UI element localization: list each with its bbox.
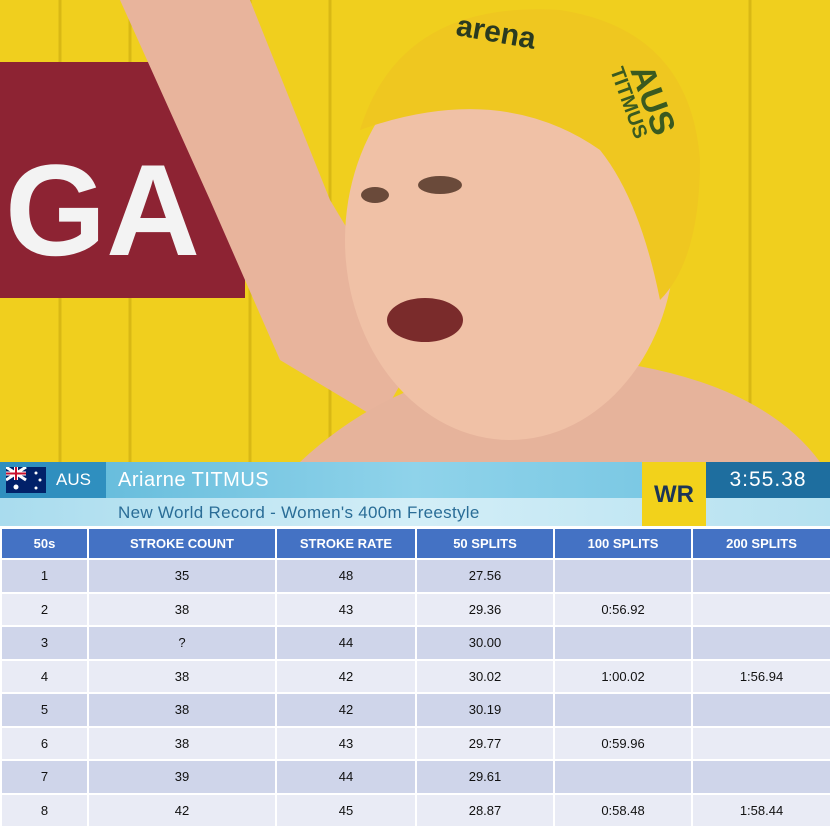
table-cell: 1:00.02 [553, 658, 693, 694]
table-cell: 38 [87, 658, 277, 694]
table-cell [691, 591, 830, 627]
subtitle: New World Record - Women's 400m Freestyl… [118, 503, 480, 522]
table-cell: 38 [87, 725, 277, 761]
table-cell: 43 [275, 591, 417, 627]
table-cell: 39 [87, 759, 277, 795]
table-cell [691, 558, 830, 594]
table-cell: 42 [87, 792, 277, 828]
arm [120, 0, 420, 420]
splits-table: 50s STROKE COUNT STROKE RATE 50 SPLITS 100 S… [0, 527, 830, 828]
column-header: STROKE RATE [275, 527, 417, 560]
table-cell [691, 725, 830, 761]
table-cell: 1:58.44 [691, 792, 830, 828]
eye [361, 187, 389, 203]
table-cell [691, 759, 830, 795]
header-row: 50s STROKE COUNT STROKE RATE 50 SPLITS 100 S… [0, 527, 830, 560]
eye [418, 176, 462, 194]
table-cell: 48 [275, 558, 417, 594]
column-header: 200 SPLITS [691, 527, 830, 560]
table-cell: 38 [87, 692, 277, 728]
banner-text: GA [5, 137, 200, 283]
table-cell [691, 625, 830, 661]
table-cell: 30.02 [415, 658, 555, 694]
mouth [387, 298, 463, 342]
table-row: 8 42 45 28.87 0:58.48 1:58.44 [0, 792, 830, 828]
table-row: 7 39 44 29.61 [0, 759, 830, 795]
table-cell [553, 558, 693, 594]
table-cell: 27.56 [415, 558, 555, 594]
table-cell: 29.36 [415, 591, 555, 627]
table-row: 3? 44 30.00 [0, 625, 830, 661]
column-header: 50s [0, 527, 89, 560]
table-cell: 35 [87, 558, 277, 594]
table-cell: 1:56.94 [691, 658, 830, 694]
table-cell: 0:58.48 [553, 792, 693, 828]
table-row: 2 38 43 29.36 0:56.92 [0, 591, 830, 627]
column-header: 50 SPLITS [415, 527, 555, 560]
column-header: 100 SPLITS [553, 527, 693, 560]
table-cell: 4 [0, 658, 89, 694]
table-cell: 44 [275, 759, 417, 795]
table-cell: ? [87, 625, 277, 661]
photo: GA arena AUS TITMUS [0, 0, 830, 462]
table-cell [553, 759, 693, 795]
table-cell: 0:59.96 [553, 725, 693, 761]
table-cell: 30.00 [415, 625, 555, 661]
table-cell [553, 625, 693, 661]
table-cell: 1 [0, 558, 89, 594]
table-row: 5 38 42 30.19 [0, 692, 830, 728]
table-cell: 45 [275, 792, 417, 828]
table-cell: 3 [0, 625, 89, 661]
table-cell [691, 692, 830, 728]
table-cell [553, 692, 693, 728]
table-cell: 43 [275, 725, 417, 761]
record-badge: WR [642, 462, 706, 526]
table-cell: 42 [275, 692, 417, 728]
cap [360, 9, 700, 301]
table-cell: 44 [275, 625, 417, 661]
table-cell: 0:56.92 [553, 591, 693, 627]
table-cell: 5 [0, 692, 89, 728]
table-cell: 6 [0, 725, 89, 761]
time: 3:55.38 [706, 462, 830, 498]
table-row: 1 35 48 27.56 [0, 558, 830, 594]
table-cell: 30.19 [415, 692, 555, 728]
flag [6, 467, 46, 493]
table-cell: 7 [0, 759, 89, 795]
table-cell: 2 [0, 591, 89, 627]
table-cell: 42 [275, 658, 417, 694]
athlete-name: Ariarne TITMUS [118, 469, 270, 491]
table-cell: 8 [0, 792, 89, 828]
table-row: 4 38 42 30.02 1:00.02 1:56.94 [0, 658, 830, 694]
column-header: STROKE COUNT [87, 527, 277, 560]
table-cell: 29.61 [415, 759, 555, 795]
table-row: 6 38 43 29.77 0:59.96 [0, 725, 830, 761]
table-cell: 38 [87, 591, 277, 627]
table-cell: 29.77 [415, 725, 555, 761]
table-cell: 28.87 [415, 792, 555, 828]
